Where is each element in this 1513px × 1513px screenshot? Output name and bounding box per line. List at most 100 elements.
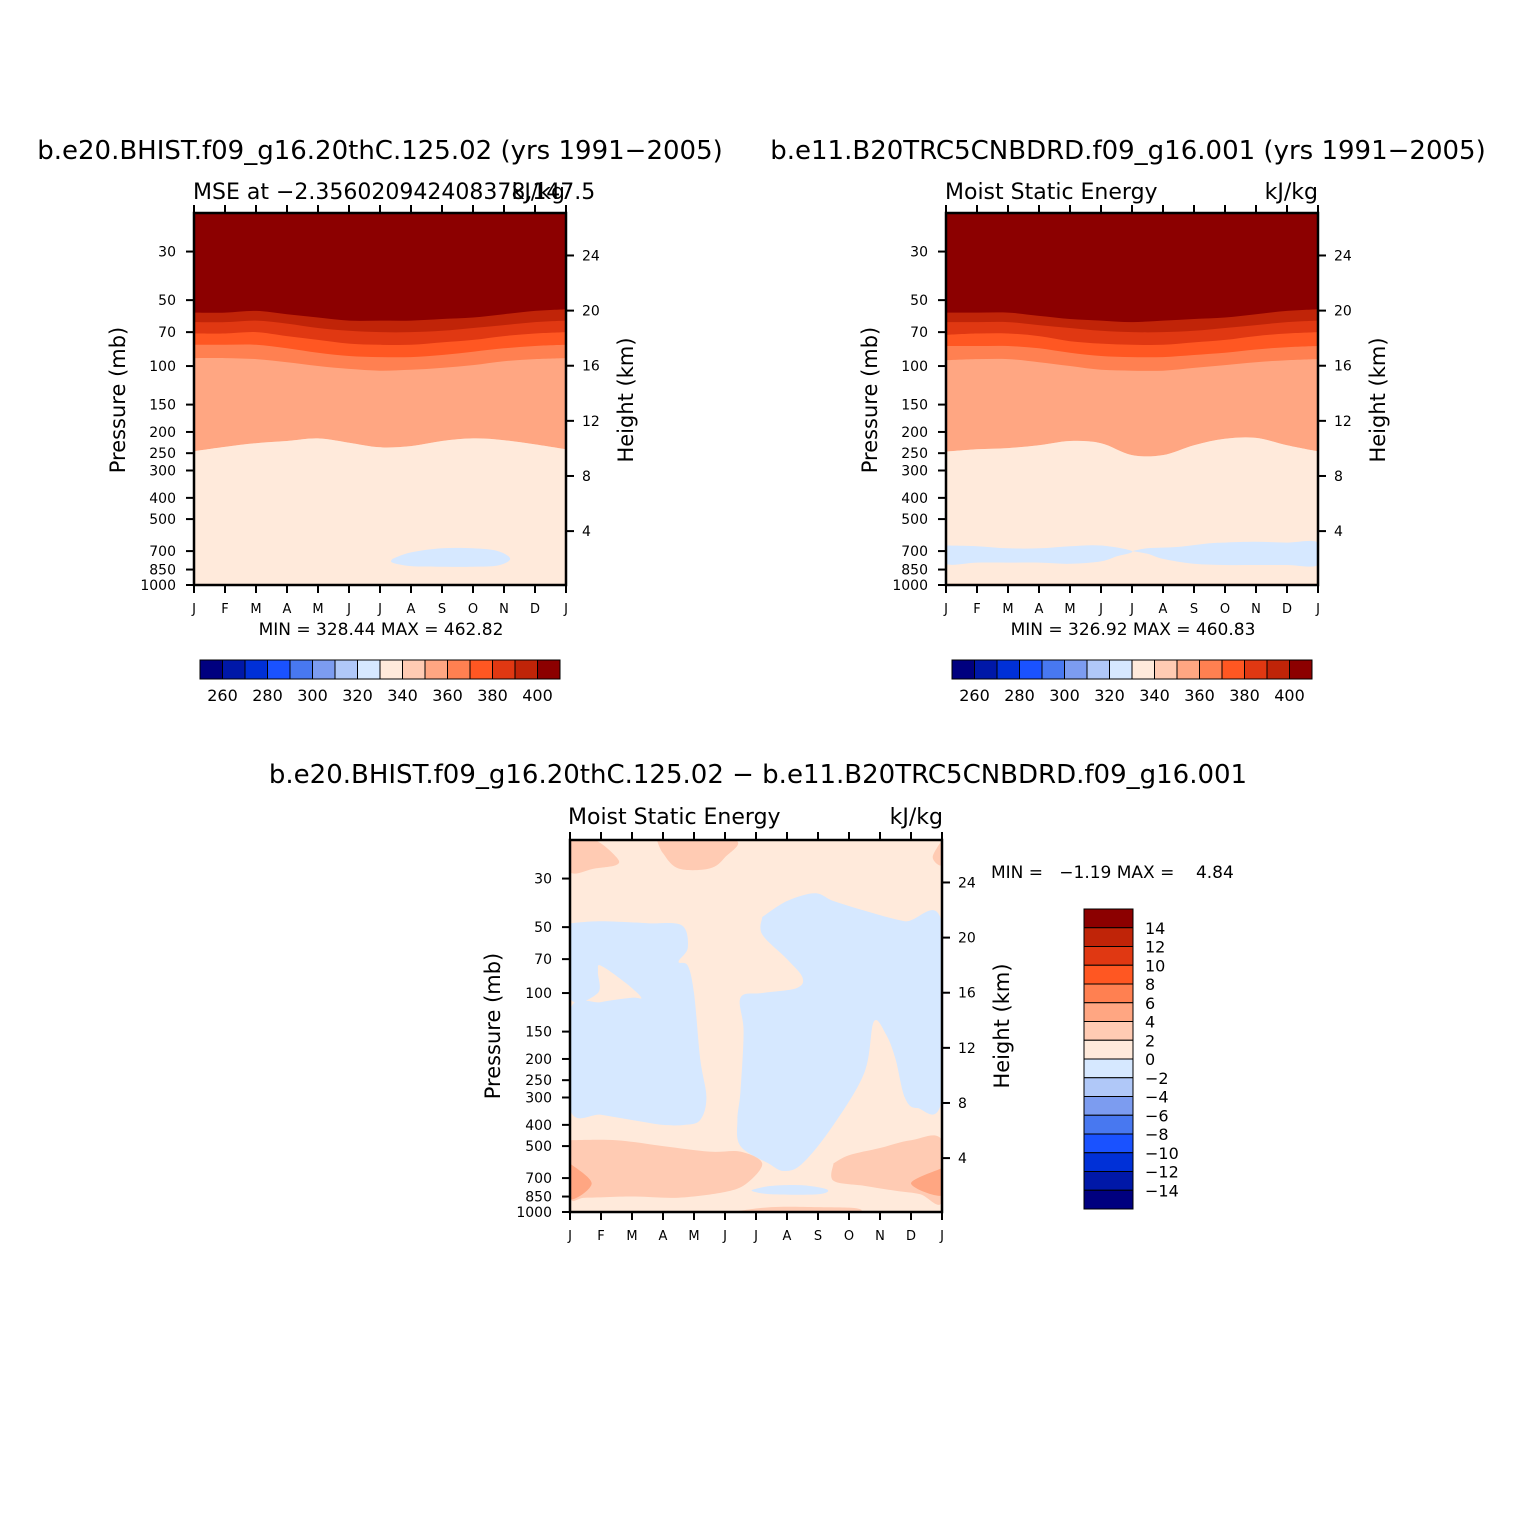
colorbar-label: 8 bbox=[1145, 975, 1155, 994]
y-tick-label: 50 bbox=[910, 293, 928, 309]
panel-top-left: b.e20.BHIST.f09_g16.20thC.125.02 (yrs 19… bbox=[37, 136, 723, 705]
colorbar-box bbox=[492, 659, 516, 680]
panel-bottom-min-max: MIN = −1.19 MAX = 4.84 bbox=[991, 863, 1234, 883]
panel-top-left-axes: J F M A M J J A S O N D J 30 50 70 100 150 200 250 300 400 500… bbox=[140, 205, 600, 617]
panel-bottom-contour-fills bbox=[570, 840, 942, 1212]
colorbar-label: −8 bbox=[1145, 1125, 1169, 1144]
y2-tick-label: 20 bbox=[1334, 304, 1352, 320]
colorbar-label: 14 bbox=[1145, 919, 1165, 938]
x-tick-label: J bbox=[943, 602, 948, 617]
x-tick-label: F bbox=[973, 602, 980, 617]
y-tick-label: 300 bbox=[901, 464, 928, 480]
panel-top-right-units-label: kJ/kg bbox=[1265, 180, 1318, 205]
y2-tick-label: 12 bbox=[958, 1041, 976, 1057]
contour-region-2-2 bbox=[932, 840, 942, 866]
x-tick-label: J bbox=[191, 602, 196, 617]
colorbar-label: 360 bbox=[432, 686, 463, 705]
colorbar-box bbox=[1176, 659, 1200, 680]
colorbar-label: 380 bbox=[1229, 686, 1260, 705]
colorbar-box bbox=[1266, 659, 1290, 680]
colorbar-box bbox=[1154, 659, 1178, 680]
y2-tick-label: 4 bbox=[582, 524, 591, 540]
y-tick-label: 850 bbox=[525, 1190, 552, 1206]
y2-tick-label: 16 bbox=[582, 359, 600, 375]
colorbar-box bbox=[1289, 659, 1313, 680]
y-tick-label: 850 bbox=[901, 563, 928, 579]
panel-top-right-variable-label: Moist Static Energy bbox=[945, 180, 1158, 205]
colorbar-box bbox=[1083, 1021, 1134, 1041]
x-tick-label: O bbox=[1220, 602, 1230, 617]
x-tick-label: F bbox=[221, 602, 228, 617]
panel-bottom: b.e20.BHIST.f09_g16.20thC.125.02 − b.e11… bbox=[269, 760, 1247, 1244]
y-tick-label: 400 bbox=[525, 1118, 552, 1134]
x-tick-label: S bbox=[814, 1229, 822, 1244]
x-tick-label: J bbox=[1129, 602, 1134, 617]
colorbar-box bbox=[1083, 1058, 1134, 1079]
y-tick-label: 150 bbox=[525, 1025, 552, 1041]
y2-tick-label: 24 bbox=[958, 875, 976, 891]
colorbar-box bbox=[1064, 659, 1088, 680]
colorbar-box bbox=[267, 659, 291, 680]
y-tick-label: 70 bbox=[534, 952, 552, 968]
colorbar-label: 2 bbox=[1145, 1031, 1155, 1050]
x-tick-label: J bbox=[567, 1229, 572, 1244]
y-tick-label: 400 bbox=[901, 491, 928, 507]
colorbar-label: 320 bbox=[342, 686, 373, 705]
colorbar-box bbox=[1086, 659, 1110, 680]
y2-tick-label: 20 bbox=[582, 304, 600, 320]
y-tick-label: 1000 bbox=[516, 1205, 552, 1221]
colorbar-box bbox=[1109, 659, 1133, 680]
contour-region-320-0 bbox=[391, 547, 511, 567]
colorbar-box bbox=[537, 659, 561, 680]
panel-top-right-y-axis-title: Pressure (mb) bbox=[858, 327, 882, 474]
panel-top-left-variable-label: MSE at −2.356020942408378,147.5 bbox=[193, 180, 595, 205]
colorbar-box bbox=[1041, 659, 1065, 680]
panel-top-left-y-axis-title: Pressure (mb) bbox=[106, 327, 130, 474]
y-tick-label: 700 bbox=[149, 544, 176, 560]
y-tick-label: 50 bbox=[158, 293, 176, 309]
panel-top-left-plot: J F M A M J J A S O N D J 30 50 70 100 150 200 250 300 400 500… bbox=[140, 205, 600, 617]
y2-tick-label: 12 bbox=[1334, 414, 1352, 430]
x-tick-label: S bbox=[438, 602, 446, 617]
x-tick-label: A bbox=[659, 1229, 668, 1244]
contour-region-320-0 bbox=[946, 545, 1133, 565]
contour-region-320-1 bbox=[1132, 540, 1318, 567]
panel-top-right-min-max: MIN = 326.92 MAX = 460.83 bbox=[1011, 620, 1256, 640]
x-tick-label: A bbox=[783, 1229, 792, 1244]
panel-bottom-y-axis-title: Pressure (mb) bbox=[481, 953, 505, 1100]
x-tick-label: S bbox=[1190, 602, 1198, 617]
colorbar-box bbox=[1083, 1039, 1134, 1060]
panel-top-right-plot: J F M A M J J A S O N D J 30 50 70 100 150 200 250 300 400 500… bbox=[892, 205, 1352, 617]
y-tick-label: 200 bbox=[149, 425, 176, 441]
colorbar-label: −14 bbox=[1145, 1181, 1179, 1200]
panel-top-right-colorbar: 260 280 300 320 340 360 380 400 bbox=[951, 659, 1313, 705]
y-tick-label: 100 bbox=[901, 359, 928, 375]
panel-top-left-y2-axis-title: Height (km) bbox=[614, 337, 638, 462]
y2-tick-label: 16 bbox=[1334, 359, 1352, 375]
contour-band-below-350 bbox=[194, 438, 566, 585]
contour-region--2-3 bbox=[570, 921, 707, 1126]
y-tick-label: 200 bbox=[525, 1052, 552, 1068]
colorbar-box bbox=[289, 659, 313, 680]
colorbar-box bbox=[1083, 1096, 1134, 1116]
panel-bottom-axes: J F M A M J J A S O N D J 30 50 70 100 150 200 250 300 400 500… bbox=[516, 832, 976, 1244]
panel-top-left-title: b.e20.BHIST.f09_g16.20thC.125.02 (yrs 19… bbox=[37, 136, 723, 166]
y-tick-label: 30 bbox=[534, 872, 552, 888]
y-tick-label: 30 bbox=[910, 245, 928, 261]
colorbar-box bbox=[312, 659, 336, 680]
panel-bottom-variable-label: Moist Static Energy bbox=[568, 805, 781, 830]
x-tick-label: O bbox=[844, 1229, 854, 1244]
colorbar-label: −10 bbox=[1145, 1144, 1179, 1163]
colorbar-label: 320 bbox=[1094, 686, 1125, 705]
panel-top-left-min-max: MIN = 328.44 MAX = 462.82 bbox=[259, 620, 504, 640]
colorbar-label: 280 bbox=[1004, 686, 1035, 705]
y-tick-label: 500 bbox=[525, 1139, 552, 1155]
contour-region-2-5 bbox=[570, 1139, 763, 1202]
x-tick-label: N bbox=[499, 602, 509, 617]
colorbar-box bbox=[1083, 908, 1134, 929]
x-tick-label: M bbox=[250, 602, 261, 617]
colorbar-box bbox=[951, 659, 975, 680]
colorbar-box bbox=[996, 659, 1020, 680]
x-tick-label: A bbox=[407, 602, 416, 617]
